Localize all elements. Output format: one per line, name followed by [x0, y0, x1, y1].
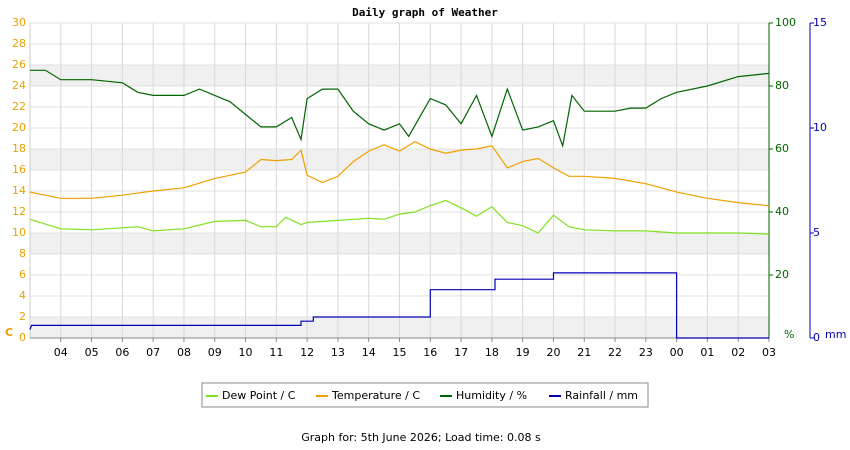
y-tick-label: 8: [19, 247, 26, 260]
y3-tick-label: 0: [813, 331, 820, 344]
x-tick-label: 15: [393, 346, 407, 359]
footer: Graph for: 5th June 2026; Load time: 0.0…: [301, 431, 541, 444]
y2-tick-label: 20: [775, 268, 789, 281]
y3-unit: mm: [825, 328, 846, 341]
x-tick-label: 14: [362, 346, 376, 359]
y-tick-label: 16: [12, 163, 26, 176]
chart-title: Daily graph of Weather: [352, 6, 498, 19]
legend-label: Humidity / %: [456, 389, 527, 402]
x-tick-label: 18: [485, 346, 499, 359]
y-tick-label: 10: [12, 226, 26, 239]
y-unit: C: [5, 326, 13, 339]
y-tick-label: 2: [19, 310, 26, 323]
legend-label: Temperature / C: [331, 389, 420, 402]
y-tick-label: 18: [12, 142, 26, 155]
y-tick-label: 22: [12, 100, 26, 113]
x-tick-label: 03: [762, 346, 776, 359]
y2-unit: %: [784, 328, 794, 341]
x-tick-label: 05: [85, 346, 99, 359]
legend-label: Dew Point / C: [222, 389, 296, 402]
x-tick-label: 16: [423, 346, 437, 359]
x-tick-label: 10: [239, 346, 253, 359]
x-tick-label: 20: [546, 346, 560, 359]
x-tick-label: 01: [700, 346, 714, 359]
y-tick-label: 24: [12, 79, 26, 92]
y2-tick-label: 100: [775, 16, 796, 29]
x-tick-label: 23: [639, 346, 653, 359]
x-tick-label: 19: [516, 346, 530, 359]
y-tick-label: 6: [19, 268, 26, 281]
x-tick-label: 04: [54, 346, 68, 359]
y-tick-label: 28: [12, 37, 26, 50]
y-tick-label: 4: [19, 289, 26, 302]
legend-label: Rainfall / mm: [565, 389, 638, 402]
y3-tick-label: 5: [813, 226, 820, 239]
x-tick-label: 07: [146, 346, 160, 359]
x-tick-label: 02: [731, 346, 745, 359]
x-tick-label: 17: [454, 346, 468, 359]
x-tick-label: 09: [208, 346, 222, 359]
x-tick-label: 11: [269, 346, 283, 359]
series-line: [29, 141, 770, 207]
legend-box: [201, 382, 649, 408]
y-tick-label: 30: [12, 16, 26, 29]
series-line: [29, 199, 770, 235]
y2-tick-label: 80: [775, 79, 789, 92]
series-line: [29, 272, 769, 339]
y2-tick-label: 60: [775, 142, 789, 155]
x-tick-label: 13: [331, 346, 345, 359]
y-tick-label: 12: [12, 205, 26, 218]
x-tick-label: 12: [300, 346, 314, 359]
x-tick-label: 21: [577, 346, 591, 359]
y-tick-label: 26: [12, 58, 26, 71]
x-tick-label: 00: [670, 346, 684, 359]
series-line: [30, 69, 770, 149]
y-tick-label: 20: [12, 121, 26, 134]
y3-tick-label: 10: [813, 121, 827, 134]
y3-tick-label: 15: [813, 16, 827, 29]
y-tick-label: 0: [19, 331, 26, 344]
y2-tick-label: 40: [775, 205, 789, 218]
x-tick-label: 08: [177, 346, 191, 359]
x-tick-label: 22: [608, 346, 622, 359]
x-tick-label: 06: [115, 346, 129, 359]
y-tick-label: 14: [12, 184, 26, 197]
